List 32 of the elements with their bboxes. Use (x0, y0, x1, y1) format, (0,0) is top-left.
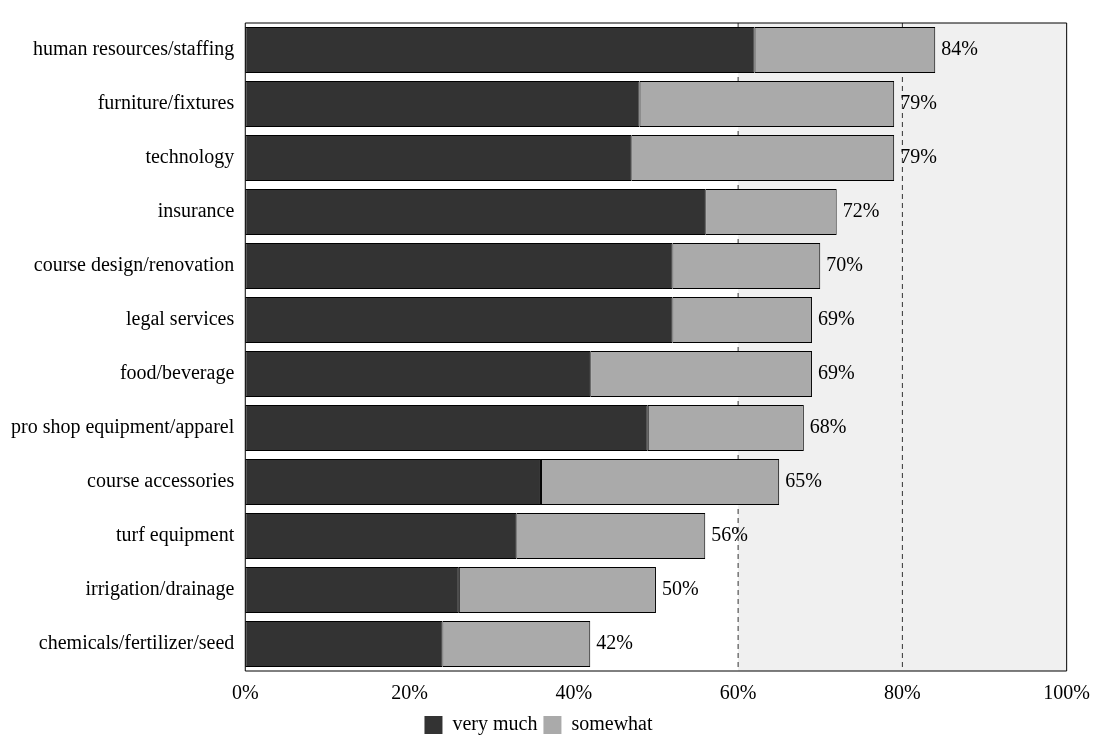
y-tick-label: human resources/staffing (33, 37, 235, 61)
total-label: 72% (842, 199, 880, 222)
total-label: 70% (826, 253, 863, 276)
y-tick-label: irrigation/drainage (85, 577, 235, 601)
y-tick-label: chemicals/fertilizer/seed (38, 631, 235, 654)
y-tick-label: course accessories (87, 469, 235, 492)
total-label: 65% (785, 469, 822, 492)
y-tick-label: insurance (157, 199, 235, 222)
y-tick-label: technology (145, 145, 235, 169)
total-label: 84% (941, 37, 978, 60)
y-tick-label: food/beverage (119, 361, 235, 385)
total-label: 69% (818, 307, 855, 330)
total-label: 79% (900, 91, 937, 114)
total-label: 42% (596, 631, 633, 654)
x-tick-label: 80% (884, 681, 921, 704)
x-tick-label: 100% (1043, 681, 1091, 704)
y-tick-label: legal services (125, 307, 235, 331)
total-label: 68% (809, 415, 847, 438)
total-label: 50% (661, 577, 699, 600)
legend-label: very much (452, 712, 538, 736)
x-tick-label: 20% (391, 681, 428, 704)
x-tick-label: 60% (719, 681, 757, 704)
y-tick-label: course design/renovation (33, 253, 235, 277)
total-label: 69% (818, 361, 855, 384)
x-tick-label: 0% (231, 681, 259, 704)
y-tick-label: pro shop equipment/apparel (10, 415, 235, 439)
legend-label: somewhat (571, 712, 653, 735)
total-label: 56% (711, 523, 748, 546)
y-tick-label: turf equipment (115, 523, 235, 547)
total-label: 79% (900, 145, 937, 168)
y-tick-label: furniture/fixtures (97, 91, 235, 114)
x-tick-label: 40% (555, 681, 593, 704)
